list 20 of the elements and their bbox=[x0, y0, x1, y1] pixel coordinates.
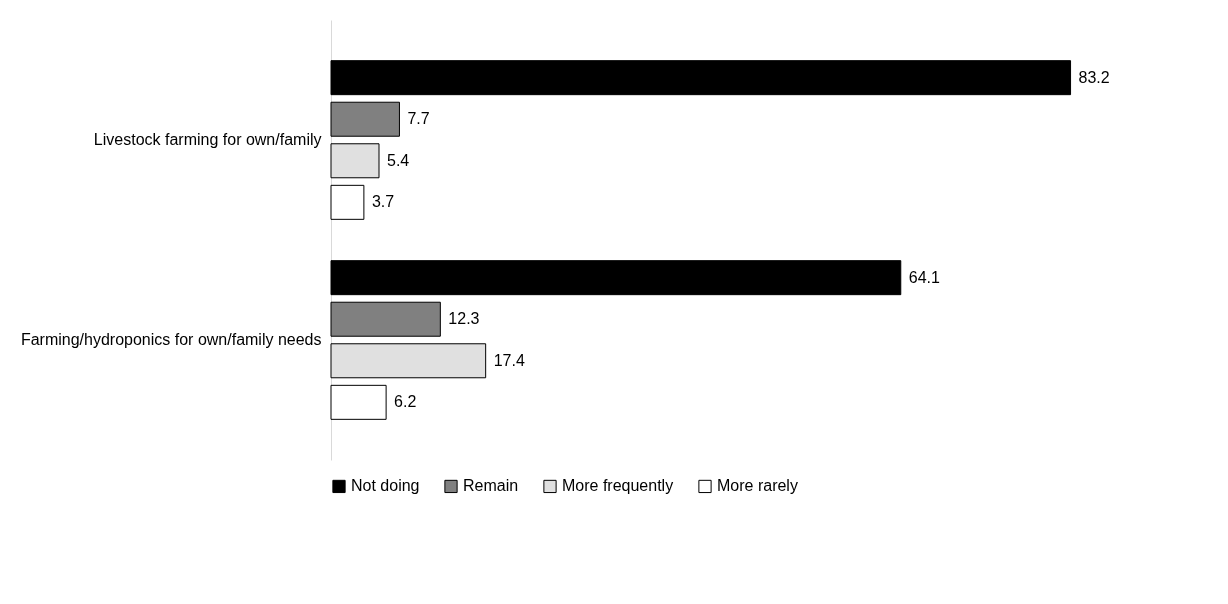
data-label: 6.2 bbox=[394, 393, 417, 411]
bar bbox=[330, 260, 902, 296]
data-label: 12.3 bbox=[448, 310, 480, 328]
data-label: 83.2 bbox=[1078, 68, 1110, 86]
y-tick-label: Farming/hydroponics for own/family needs bbox=[20, 331, 322, 348]
y-tick-label: Livestock farming for own/family bbox=[93, 131, 322, 148]
data-label: 5.4 bbox=[387, 151, 410, 169]
bar bbox=[330, 184, 365, 220]
bar bbox=[330, 101, 400, 137]
legend-label: Not doing bbox=[351, 477, 420, 495]
legend-label: Remain bbox=[463, 477, 519, 495]
data-label: 3.7 bbox=[371, 193, 395, 211]
legend-label: More rarely bbox=[717, 477, 798, 495]
bar bbox=[330, 301, 441, 337]
bar bbox=[330, 60, 1072, 96]
data-label: 64.1 bbox=[908, 268, 941, 286]
data-label: 7.7 bbox=[407, 110, 430, 128]
data-label: 17.4 bbox=[493, 351, 525, 369]
bar bbox=[330, 384, 387, 420]
legend-label: More frequently bbox=[562, 477, 674, 495]
